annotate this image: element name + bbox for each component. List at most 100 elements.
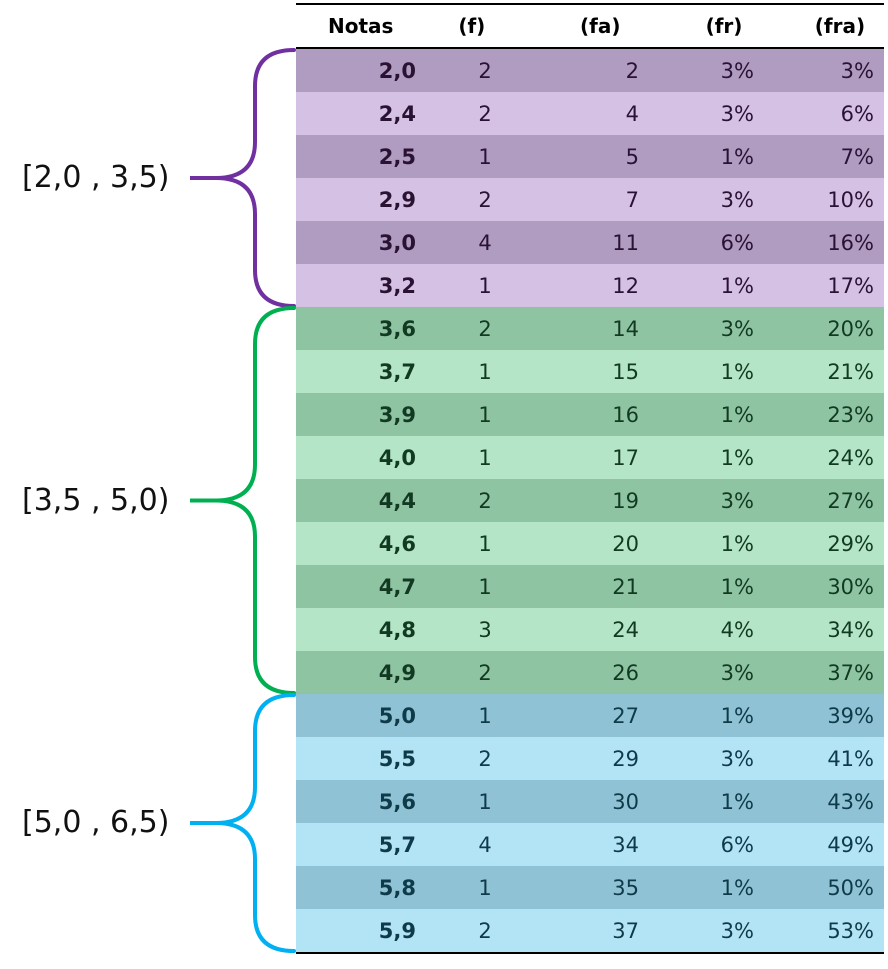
cell-fr: 3% (720, 746, 754, 771)
cell-f: 1 (478, 445, 492, 470)
interval-label: [3,5 , 5,0) (22, 482, 170, 518)
table-row: 4,7 1 21 1% 30% (296, 565, 884, 608)
cell-fa: 5 (625, 144, 639, 169)
cell-fra: 16% (827, 230, 874, 255)
cell-fa: 26 (612, 660, 639, 685)
table-row: 5,8 1 35 1% 50% (296, 866, 884, 909)
table-row: 5,0 1 27 1% 39% (296, 694, 884, 737)
cell-f: 2 (478, 58, 492, 83)
cell-fa: 15 (612, 359, 639, 384)
cell-fra: 10% (827, 187, 874, 212)
cell-nota: 5,9 (378, 918, 416, 943)
table-row: 4,9 2 26 3% 37% (296, 651, 884, 694)
cell-f: 2 (478, 918, 492, 943)
cell-fra: 29% (827, 531, 874, 556)
cell-fra: 37% (827, 660, 874, 685)
cell-nota: 5,5 (378, 746, 416, 771)
cell-fr: 1% (720, 402, 754, 427)
cell-fa: 35 (612, 875, 639, 900)
header-fra: (fra) (814, 14, 866, 38)
cell-fa: 19 (612, 488, 639, 513)
cell-nota: 3,6 (378, 316, 416, 341)
cell-fr: 1% (720, 875, 754, 900)
table-row: 5,6 1 30 1% 43% (296, 780, 884, 823)
cell-nota: 4,0 (378, 445, 416, 470)
cell-nota: 5,0 (378, 703, 416, 728)
cell-fa: 17 (612, 445, 639, 470)
cell-f: 1 (478, 875, 492, 900)
cell-fra: 24% (827, 445, 874, 470)
cell-fr: 1% (720, 359, 754, 384)
table-body: 2,0 2 2 3% 3% 2,4 2 4 3% 6% 2,5 1 5 1% 7% 2,9 2 7 3% 10% 3,0… (296, 49, 884, 952)
header-fr: (fr) (705, 14, 743, 38)
cell-fr: 1% (720, 574, 754, 599)
cell-fa: 2 (625, 58, 639, 83)
table-row: 2,5 1 5 1% 7% (296, 135, 884, 178)
table-row: 2,9 2 7 3% 10% (296, 178, 884, 221)
cell-f: 1 (478, 359, 492, 384)
cell-fr: 1% (720, 789, 754, 814)
cell-fr: 1% (720, 531, 754, 556)
cell-f: 1 (478, 703, 492, 728)
cell-fa: 4 (625, 101, 639, 126)
cell-f: 2 (478, 316, 492, 341)
cell-nota: 5,7 (378, 832, 416, 857)
table-row: 3,9 1 16 1% 23% (296, 393, 884, 436)
cell-fr: 1% (720, 445, 754, 470)
table-header: Notas (f) (fa) (fr) (fra) (296, 3, 884, 49)
cell-fra: 21% (827, 359, 874, 384)
cell-fra: 49% (827, 832, 874, 857)
cell-f: 2 (478, 660, 492, 685)
cell-nota: 2,4 (378, 101, 416, 126)
cell-fa: 11 (612, 230, 639, 255)
cell-f: 1 (478, 273, 492, 298)
cell-nota: 4,7 (378, 574, 416, 599)
table-row: 2,4 2 4 3% 6% (296, 92, 884, 135)
cell-fra: 43% (827, 789, 874, 814)
cell-f: 3 (478, 617, 492, 642)
cell-f: 4 (478, 832, 492, 857)
cell-fr: 1% (720, 273, 754, 298)
cell-fra: 23% (827, 402, 874, 427)
cell-fr: 1% (720, 144, 754, 169)
table-bottom-border (296, 952, 884, 954)
table-row: 3,7 1 15 1% 21% (296, 350, 884, 393)
cell-fa: 14 (612, 316, 639, 341)
table-row: 4,4 2 19 3% 27% (296, 479, 884, 522)
cell-fr: 3% (720, 58, 754, 83)
cell-f: 1 (478, 789, 492, 814)
cell-f: 2 (478, 101, 492, 126)
cell-fr: 1% (720, 703, 754, 728)
cell-nota: 2,0 (378, 58, 416, 83)
cell-nota: 5,8 (378, 875, 416, 900)
cell-fra: 27% (827, 488, 874, 513)
cell-f: 2 (478, 187, 492, 212)
cell-nota: 5,6 (378, 789, 416, 814)
cell-fr: 6% (720, 230, 754, 255)
cell-fa: 20 (612, 531, 639, 556)
cell-fra: 20% (827, 316, 874, 341)
table-row: 5,7 4 34 6% 49% (296, 823, 884, 866)
cell-fra: 30% (827, 574, 874, 599)
cell-f: 1 (478, 574, 492, 599)
cell-f: 1 (478, 402, 492, 427)
cell-fr: 6% (720, 832, 754, 857)
cell-nota: 4,6 (378, 531, 416, 556)
cell-f: 2 (478, 488, 492, 513)
cell-fra: 39% (827, 703, 874, 728)
cell-f: 1 (478, 531, 492, 556)
table-row: 5,5 2 29 3% 41% (296, 737, 884, 780)
table-row: 3,2 1 12 1% 17% (296, 264, 884, 307)
cell-f: 1 (478, 144, 492, 169)
table-row: 3,6 2 14 3% 20% (296, 307, 884, 350)
table-row: 4,8 3 24 4% 34% (296, 608, 884, 651)
cell-nota: 3,9 (378, 402, 416, 427)
interval-label: [5,0 , 6,5) (22, 805, 170, 840)
curly-brace (215, 693, 296, 953)
header-f: (f) (458, 14, 486, 38)
interval-label: [2,0 , 3,5) (22, 160, 170, 195)
cell-fa: 21 (612, 574, 639, 599)
cell-fa: 7 (625, 187, 639, 212)
